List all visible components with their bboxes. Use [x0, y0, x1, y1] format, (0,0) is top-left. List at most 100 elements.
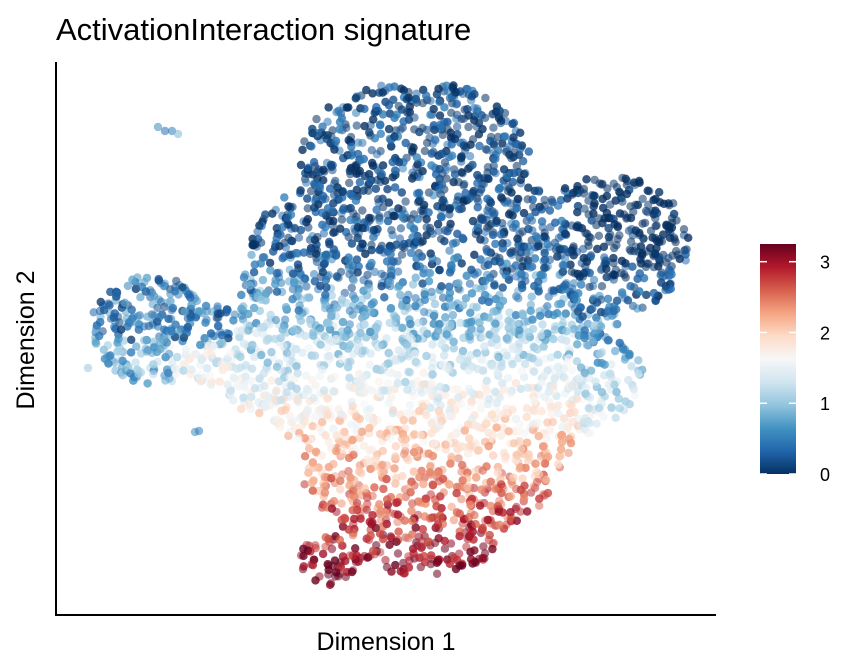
scatter-point [458, 346, 468, 356]
scatter-point [430, 125, 439, 135]
scatter-point [346, 215, 355, 225]
scatter-point [643, 186, 652, 195]
scatter-point [484, 297, 493, 307]
scatter-point [467, 317, 476, 327]
scatter-point [489, 307, 498, 316]
scatter-point [617, 268, 626, 278]
scatter-point [534, 241, 543, 251]
scatter-point [303, 204, 312, 213]
scatter-point [613, 320, 622, 329]
scatter-point [223, 305, 232, 315]
scatter-point [347, 151, 356, 160]
scatter-point [279, 342, 288, 351]
scatter-point [463, 449, 473, 458]
scatter-point [474, 422, 483, 432]
scatter-point [296, 225, 305, 235]
scatter-point [590, 321, 599, 330]
scatter-point [494, 146, 503, 155]
scatter-point [273, 415, 282, 424]
scatter-point [446, 539, 456, 548]
scatter-point [255, 374, 264, 383]
scatter-point [377, 468, 386, 478]
scatter-point [484, 442, 493, 451]
scatter-point [359, 441, 369, 450]
scatter-point [440, 103, 449, 112]
scatter-point [465, 434, 474, 443]
scatter-point [282, 388, 291, 397]
scatter-point [244, 309, 253, 319]
scatter-point [514, 319, 524, 329]
scatter-point [483, 247, 492, 256]
scatter-point [481, 145, 491, 154]
scatter-point [277, 406, 286, 416]
scatter-point [356, 156, 365, 165]
scatter-point [404, 456, 413, 465]
scatter-point [639, 274, 649, 283]
scatter-point [335, 117, 345, 127]
scatter-point [387, 368, 396, 377]
scatter-point [419, 479, 428, 489]
scatter-point [573, 182, 582, 191]
scatter-point [385, 83, 394, 92]
scatter-point [314, 200, 323, 209]
scatter-point [531, 459, 540, 468]
scatter-point [329, 387, 338, 396]
scatter-point [269, 247, 278, 256]
scatter-point [323, 394, 332, 403]
scatter-point [142, 273, 152, 283]
scatter-point [669, 209, 679, 219]
scatter-point [385, 277, 395, 286]
scatter-point [499, 448, 509, 458]
scatter-point [531, 208, 540, 217]
scatter-point [329, 245, 339, 254]
scatter-point [476, 324, 485, 334]
scatter-point [492, 216, 501, 225]
scatter-point [556, 445, 566, 454]
scatter-point [347, 567, 357, 577]
scatter-point [320, 488, 330, 497]
scatter-point [168, 303, 178, 313]
scatter-point [398, 323, 407, 333]
scatter-point [611, 346, 620, 356]
scatter-point [247, 364, 257, 373]
scatter-point [615, 231, 624, 240]
scatter-point [615, 209, 625, 218]
scatter-point [170, 287, 180, 296]
scatter-point [265, 258, 275, 268]
scatter-point [595, 349, 605, 358]
scatter-point [466, 555, 476, 564]
scatter-point [358, 373, 368, 382]
scatter-point [456, 318, 465, 328]
scatter-point [255, 408, 264, 418]
scatter-point [411, 523, 420, 532]
scatter-point [491, 387, 500, 396]
scatter-point [411, 357, 420, 367]
scatter-point [587, 216, 596, 225]
scatter-point [406, 319, 415, 329]
scatter-point [356, 381, 365, 390]
scatter-point [524, 183, 533, 192]
scatter-point [378, 202, 388, 212]
scatter-point [590, 199, 599, 208]
scatter-point [244, 326, 253, 335]
scatter-point [161, 353, 170, 362]
scatter-point [250, 384, 260, 393]
scatter-point [350, 492, 359, 501]
scatter-point [143, 312, 152, 321]
scatter-point [592, 298, 602, 307]
scatter-point [237, 404, 246, 414]
scatter-point [486, 501, 495, 511]
scatter-point [415, 127, 424, 137]
scatter-point [654, 262, 663, 271]
scatter-point [476, 235, 485, 244]
scatter-point [486, 198, 496, 207]
scatter-point [604, 232, 614, 242]
scatter-point [389, 95, 398, 105]
scatter-point [594, 231, 604, 240]
scatter-point [409, 448, 419, 457]
scatter-point [378, 161, 388, 170]
scatter-point [477, 185, 486, 194]
scatter-point [573, 340, 582, 349]
scatter-point [600, 214, 609, 223]
scatter-point [408, 174, 417, 183]
